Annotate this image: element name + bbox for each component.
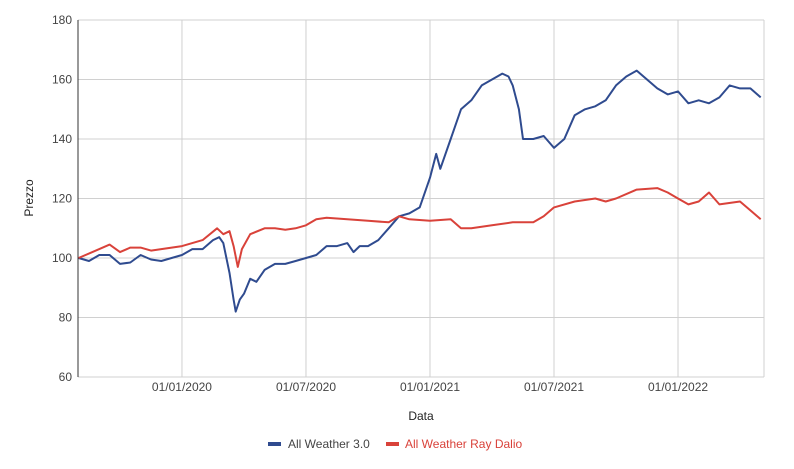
- y-tick-label: 160: [52, 73, 72, 87]
- legend-swatch-blue: [268, 442, 281, 446]
- legend-item-all-weather-3[interactable]: All Weather 3.0: [268, 437, 370, 451]
- legend-label: All Weather 3.0: [288, 437, 370, 451]
- series-lines: [78, 69, 762, 313]
- series-line-ray-dalio: [78, 187, 762, 268]
- legend-swatch-red: [386, 442, 399, 446]
- x-tick-label: 01/07/2020: [276, 380, 336, 394]
- gridlines: [78, 19, 765, 378]
- y-tick-label: 100: [52, 251, 72, 265]
- x-tick-label: 01/07/2021: [524, 380, 584, 394]
- legend-label: All Weather Ray Dalio: [405, 437, 522, 451]
- y-axis-ticks: 60 80 100 120 140 160 180: [52, 13, 72, 384]
- y-tick-label: 80: [59, 311, 73, 325]
- y-axis-label: Prezzo: [22, 179, 36, 217]
- y-tick-label: 180: [52, 13, 72, 27]
- series-line-all-weather-3: [78, 69, 762, 313]
- y-tick-label: 120: [52, 192, 72, 206]
- legend: All Weather 3.0 All Weather Ray Dalio: [268, 437, 522, 451]
- x-tick-label: 01/01/2021: [400, 380, 460, 394]
- legend-item-ray-dalio[interactable]: All Weather Ray Dalio: [386, 437, 522, 451]
- x-tick-label: 01/01/2020: [152, 380, 212, 394]
- x-axis-label: Data: [408, 409, 434, 423]
- x-axis-ticks: 01/01/2020 01/07/2020 01/01/2021 01/07/2021…: [152, 380, 708, 394]
- y-tick-label: 140: [52, 132, 72, 146]
- y-tick-label: 60: [59, 370, 73, 384]
- x-tick-label: 01/01/2022: [648, 380, 708, 394]
